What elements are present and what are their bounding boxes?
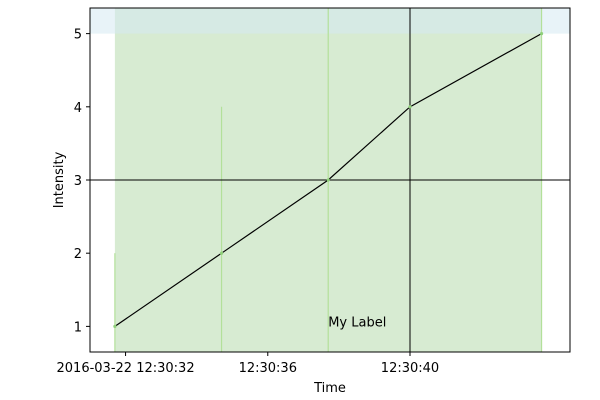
data-point xyxy=(539,32,544,36)
y-tick-label: 4 xyxy=(74,101,82,116)
y-span xyxy=(90,8,570,34)
data-point xyxy=(219,251,224,255)
y-tick-label: 3 xyxy=(74,174,82,189)
y-tick-label: 1 xyxy=(74,320,82,335)
x-axis-label: Time xyxy=(313,381,346,396)
reference-lines xyxy=(90,8,570,352)
annotation-text: My Label xyxy=(328,315,386,330)
y-tick-label: 5 xyxy=(74,28,82,43)
x-tick-label: 2016-03-22 12:30:32 xyxy=(57,361,195,376)
data-point xyxy=(113,324,117,328)
x-axis-ticks: 2016-03-22 12:30:32 12:30:36 12:30:40 xyxy=(57,352,439,376)
data-point xyxy=(326,178,330,182)
data-point xyxy=(408,105,412,109)
x-tick-label: 12:30:40 xyxy=(381,361,439,376)
x-tick-label: 12:30:36 xyxy=(239,361,297,376)
y-tick-label: 2 xyxy=(74,247,82,262)
y-axis-ticks: 1 2 3 4 5 xyxy=(74,28,90,335)
series-layer xyxy=(113,32,544,328)
annotations: My Label xyxy=(328,315,386,330)
y-axis-label: Intensity xyxy=(52,151,67,208)
